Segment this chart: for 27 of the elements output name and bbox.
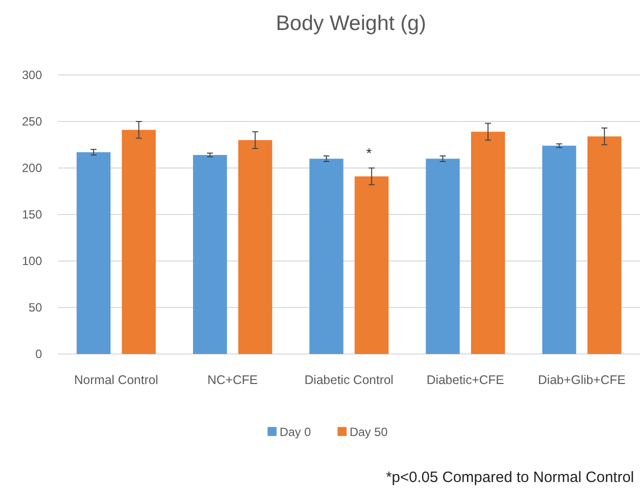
x-tick-label: Normal Control xyxy=(74,373,158,387)
chart-title: Body Weight (g) xyxy=(276,12,426,35)
y-tick-label: 50 xyxy=(28,300,42,314)
y-tick-label: 150 xyxy=(22,208,42,222)
y-tick-label: 0 xyxy=(35,347,42,361)
legend-label: Day 0 xyxy=(280,425,312,439)
bar xyxy=(426,158,460,354)
x-tick-label: Diab+Glib+CFE xyxy=(538,373,626,387)
bar xyxy=(76,152,111,354)
y-tick-label: 300 xyxy=(22,68,42,82)
x-tick-label: Diabetic+CFE xyxy=(426,373,504,387)
bar xyxy=(542,146,576,354)
y-tick-label: 100 xyxy=(22,254,42,268)
text: *p<0.05 Compared to Normal Control xyxy=(386,469,634,486)
bar xyxy=(238,140,272,354)
bar xyxy=(354,176,389,354)
bar xyxy=(471,132,505,354)
bar xyxy=(122,130,156,354)
bar xyxy=(587,136,622,354)
x-tick-label: Diabetic Control xyxy=(304,373,394,387)
y-tick-label: 250 xyxy=(22,114,42,128)
y-tick-label: 200 xyxy=(22,161,42,175)
bar xyxy=(193,154,227,354)
bar xyxy=(309,158,344,354)
annotation: * xyxy=(366,145,372,161)
legend-label: Day 50 xyxy=(350,425,388,439)
x-tick-label: NC+CFE xyxy=(207,373,258,387)
